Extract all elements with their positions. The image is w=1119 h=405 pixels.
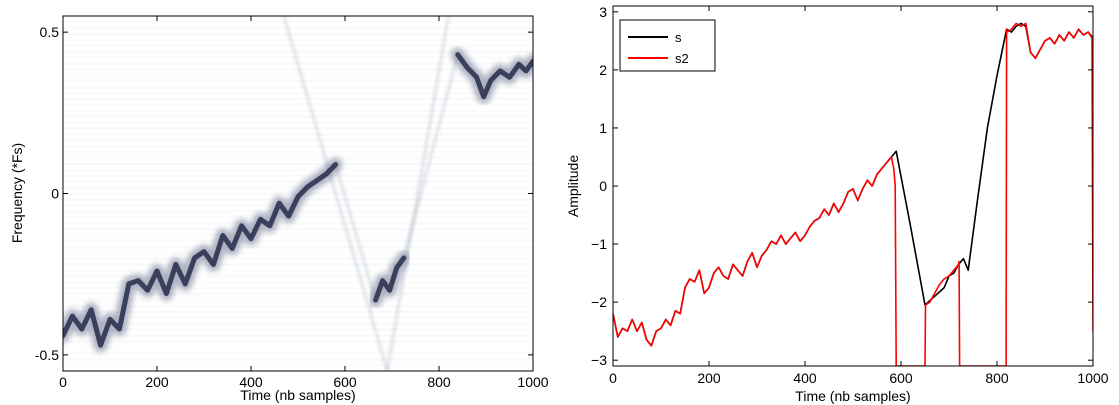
left-y-tick-label: 0	[51, 186, 59, 202]
right-x-tick-label: 600	[889, 370, 913, 386]
right-ticks: 0 200 400 600 800 1000 −3 −2 −1 0 1 2 3	[591, 4, 1109, 386]
amplitude-plot: 0 200 400 600 800 1000 −3 −2 −1 0 1 2 3 Time (nb sam…	[565, 4, 1109, 404]
time-frequency-plot: 0 200 400 600 800 1000-0.500.5 Time (nb sampl…	[9, 15, 549, 403]
left-x-tick-label: 400	[239, 374, 263, 390]
left-x-tick-label: 600	[333, 374, 357, 390]
faint-chirp	[386, 16, 450, 371]
left-x-tick-label: 1000	[517, 374, 548, 390]
right-y-tick-label: 2	[599, 62, 607, 78]
right-x-tick-label: 0	[609, 370, 617, 386]
left-y-tick-label: 0.5	[40, 24, 60, 40]
legend-box	[619, 19, 716, 72]
right-x-tick-label: 200	[697, 370, 721, 386]
left-x-tick-label: 200	[145, 374, 169, 390]
legend-label-s: s	[675, 30, 682, 45]
right-x-axis-label: Time (nb samples)	[795, 388, 910, 404]
series-line-s2	[613, 22, 1093, 366]
legend: s s2	[619, 19, 716, 72]
left-y-axis-label: Frequency (*Fs)	[9, 143, 25, 243]
ridge-segment-1	[373, 255, 407, 303]
left-x-axis-label: Time (nb samples)	[240, 387, 355, 403]
right-lines-layer	[613, 22, 1093, 366]
right-x-tick-label: 400	[793, 370, 817, 386]
right-y-tick-label: −1	[591, 236, 607, 252]
legend-label-s2: s2	[675, 51, 689, 66]
left-ridge-layer	[63, 16, 533, 371]
right-y-tick-label: 1	[599, 120, 607, 136]
right-y-axis-label: Amplitude	[565, 155, 581, 217]
right-x-tick-label: 800	[985, 370, 1009, 386]
ridge-main	[63, 162, 339, 348]
left-y-tick-label: -0.5	[35, 347, 59, 363]
left-ticks: 0 200 400 600 800 1000-0.500.5	[35, 16, 549, 390]
right-y-tick-label: 3	[599, 4, 607, 20]
right-y-tick-label: 0	[599, 178, 607, 194]
faint-chirp	[334, 164, 377, 301]
faint-chirp	[282, 16, 389, 371]
left-x-tick-label: 0	[59, 374, 67, 390]
right-y-tick-label: −2	[591, 294, 607, 310]
right-y-tick-label: −3	[591, 352, 607, 368]
ridge-segment-2	[455, 52, 533, 100]
right-x-tick-label: 1000	[1077, 370, 1108, 386]
left-x-tick-label: 800	[427, 374, 451, 390]
